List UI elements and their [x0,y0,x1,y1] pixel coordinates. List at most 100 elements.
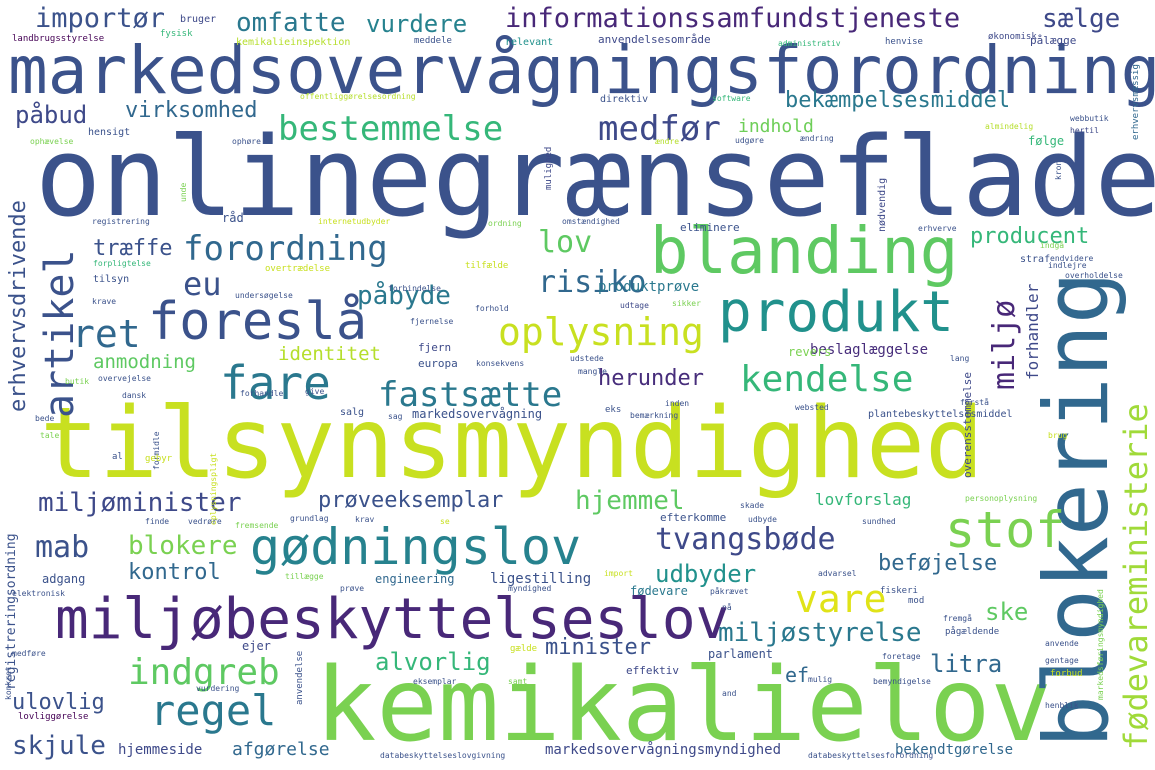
cloud-word: ret [72,312,141,356]
cloud-word: litra [930,650,1003,678]
cloud-word: mab [35,530,90,565]
cloud-word: vedrøre [188,517,222,526]
cloud-word: tvangsbøde [655,522,836,557]
cloud-word: elektronisk [12,589,65,598]
cloud-word: sikker [672,299,701,308]
cloud-word: informationssamfundstjeneste [505,3,961,34]
cloud-word: almindelig [985,122,1034,131]
cloud-word: databeskyttelseslovgivning [380,751,506,760]
cloud-word: prøveeksemplar [318,488,504,513]
cloud-word: endvidere [1050,254,1094,263]
cloud-word: afgørelse [232,739,330,760]
cloud-word: registrering [92,217,150,226]
cloud-word: markedsovervågning [412,407,543,421]
cloud-word: websted [795,403,829,412]
cloud-word: anmodning [93,351,196,373]
cloud-word: eks [605,405,622,415]
cloud-word: forhandle [240,389,284,398]
cloud-word: anvendelse [295,650,305,705]
cloud-word: beføjelse [878,551,998,576]
cloud-word: ændre [655,137,680,146]
cloud-word: fjernelse [410,317,454,326]
cloud-word: markedsovervågningsmyndighed [545,742,782,758]
cloud-word: overensstemmelse [961,372,974,478]
cloud-word: mulighed [544,146,554,190]
cloud-word: medfør [598,109,721,149]
cloud-word: effektiv [626,664,679,677]
cloud-word: bestemmelse [278,109,504,149]
cloud-word: eu [183,265,222,303]
cloud-word: overholdelse [1065,271,1123,280]
cloud-word: internetudbyder [318,217,391,226]
cloud-word: udbyde [748,515,777,524]
cloud-word: markedsføringsmyndighed [1096,589,1105,700]
cloud-word: tilsynsmyndighed [40,387,985,501]
cloud-word: nødvendig [877,177,888,232]
cloud-word: lang [950,354,970,363]
cloud-word: hensigt [88,127,131,138]
cloud-word: indgå [1040,241,1065,250]
cloud-word: fjern [418,341,452,354]
cloud-word: grundlag [290,514,329,523]
cloud-word: fastsætte [378,375,563,415]
cloud-word: inden [665,399,690,408]
cloud-word: indlejre [1048,261,1087,270]
cloud-word: identitet [278,343,381,365]
cloud-word: påbud [15,101,88,129]
cloud-word: anvendelsesområde [598,33,711,46]
cloud-word: fremsende [235,521,279,530]
cloud-word: ulovlig [12,690,105,715]
cloud-word: bruger [180,14,217,25]
cloud-word: påbyde [357,281,451,311]
cloud-word: påkrævet [710,587,749,596]
cloud-word: producent [970,224,1090,249]
cloud-word: følge [1028,134,1065,148]
cloud-word: ordning [488,219,522,228]
cloud-word: fiskeri [880,586,918,596]
cloud-word: direktiv [600,94,649,105]
cloud-word: ophævelse [30,137,74,146]
cloud-word: gebyr [145,454,173,464]
cloud-word: udgøre [735,136,764,145]
cloud-word: salg [340,407,365,418]
cloud-word: meddele [414,36,452,46]
cloud-word: overtrædelse [265,264,331,274]
cloud-word: omstændighed [562,217,620,226]
cloud-word: herunder [598,366,704,391]
cloud-word: finde [145,517,170,526]
cloud-word: kemikalielov [315,646,1052,765]
cloud-word: ejer [242,639,271,653]
cloud-word: europa [418,357,458,370]
cloud-word: skade [740,501,765,510]
cloud-word: oplysningspligt [209,452,218,525]
cloud-word: software [712,94,751,103]
cloud-word: anvende [1045,639,1079,648]
cloud-word: revers [788,345,832,359]
cloud-word: personoplysning [965,494,1038,503]
cloud-word: lov [538,225,593,260]
cloud-word: forhold [475,304,509,313]
cloud-word: databeskyttelsesforordning [808,751,934,760]
cloud-word: undersøgelse [235,291,293,300]
cloud-word: vurdere [366,10,468,38]
cloud-word: webbutik [1070,114,1109,123]
cloud-word: udtage [620,301,649,310]
cloud-word: markedsovervågningsforordning [8,32,1155,109]
cloud-word: and [722,689,737,698]
cloud-word: bekæmpelsesmiddel [785,88,1011,113]
cloud-word: miljøstyrelse [718,618,922,648]
cloud-word: vurdering [196,684,240,693]
cloud-word: offentliggørelsesordning [300,92,416,101]
cloud-word: udstede [570,354,604,363]
cloud-word: miljøbeskyttelseslov [55,587,730,652]
cloud-word: pågældende [945,627,1000,637]
cloud-word: myndighed [508,584,552,593]
cloud-word: medføre [12,649,46,658]
cloud-word: overvejelse [98,374,151,383]
cloud-word: regel [150,686,277,735]
cloud-word: give [305,387,325,396]
cloud-word: forhandler [1023,283,1042,380]
cloud-word: kendelse [740,359,914,400]
cloud-word: blanding [650,215,959,289]
